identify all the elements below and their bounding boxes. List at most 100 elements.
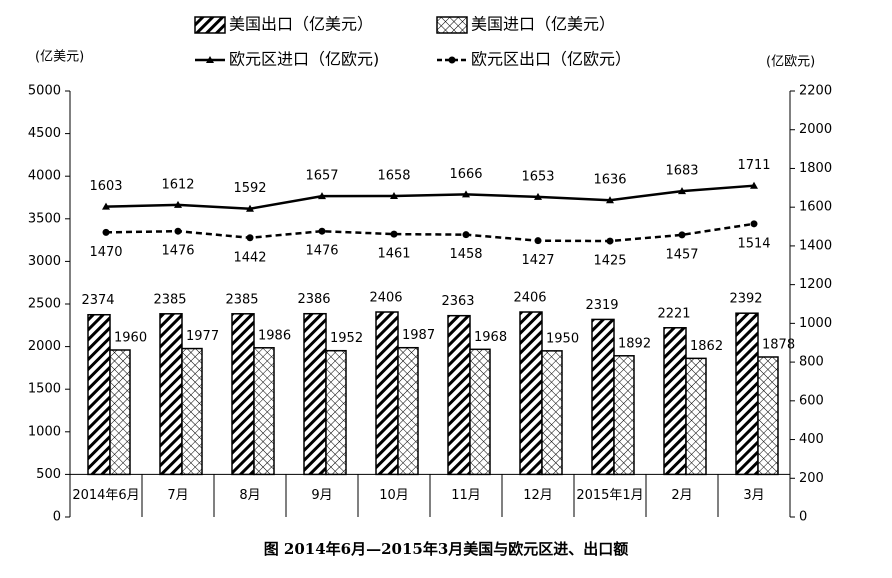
data-label: 1514 (737, 236, 770, 251)
y2-tick-label: 1600 (799, 200, 832, 215)
data-label: 1653 (521, 169, 554, 184)
marker (390, 230, 398, 238)
legend-label: 美国进口（亿美元） (471, 15, 615, 34)
data-label: 2374 (81, 293, 114, 308)
bar (253, 347, 275, 476)
y2-tick-label: 400 (799, 432, 824, 447)
marker (246, 234, 254, 242)
bar (303, 312, 327, 476)
data-label: 2319 (585, 298, 618, 313)
y2-tick-label: 2000 (799, 122, 832, 137)
data-label: 1683 (665, 164, 698, 179)
data-label: 1442 (233, 250, 266, 265)
data-label: 2392 (729, 292, 762, 307)
data-label: 1612 (161, 177, 194, 192)
bar (757, 356, 779, 476)
bar (447, 314, 471, 476)
data-label: 2221 (657, 306, 690, 321)
marker (534, 237, 542, 245)
data-label: 1476 (305, 244, 338, 259)
y-tick-label: 4500 (28, 126, 61, 141)
marker (462, 190, 470, 198)
bar (685, 357, 707, 476)
marker (318, 227, 326, 235)
data-label: 1892 (618, 336, 651, 351)
y2-tick-label: 1800 (799, 161, 832, 176)
data-label: 1427 (521, 253, 554, 268)
data-label: 1603 (89, 179, 122, 194)
data-label: 1461 (377, 247, 410, 262)
data-label: 1425 (593, 254, 626, 269)
data-label: 1862 (690, 339, 723, 354)
x-tick-label: 7月 (167, 488, 188, 503)
y-axis-title: (亿美元) (35, 50, 84, 65)
data-label: 1658 (377, 168, 410, 183)
legend-label: 美国出口（亿美元） (229, 15, 373, 34)
bar (181, 347, 203, 476)
x-tick-label: 2015年1月 (576, 488, 643, 503)
x-tick-label: 8月 (239, 488, 260, 503)
y2-tick-label: 1200 (799, 277, 832, 292)
data-label: 1470 (89, 245, 122, 260)
bar (591, 318, 615, 476)
x-tick-label: 10月 (379, 488, 409, 503)
x-tick-label: 2月 (671, 488, 692, 503)
marker (174, 227, 182, 235)
bar (541, 350, 563, 476)
legend-marker (448, 56, 456, 64)
data-label: 2406 (369, 291, 402, 306)
y2-tick-label: 800 (799, 355, 824, 370)
chart-caption: 图 2014年6月—2015年3月美国与欧元区进、出口额 (264, 540, 629, 558)
data-label: 1657 (305, 169, 338, 184)
marker (318, 192, 326, 200)
bar (231, 313, 255, 476)
y-tick-label: 1500 (28, 382, 61, 397)
x-tick-label: 2014年6月 (72, 488, 139, 503)
y-tick-label: 4000 (28, 169, 61, 184)
line (105, 222, 755, 243)
bar (397, 346, 419, 476)
data-label: 1592 (233, 181, 266, 196)
y2-tick-label: 200 (799, 471, 824, 486)
data-label: 1476 (161, 244, 194, 259)
x-tick-label: 11月 (451, 488, 481, 503)
bar (375, 311, 399, 476)
bar (469, 348, 491, 476)
y-tick-label: 3500 (28, 211, 61, 226)
y2-tick-label: 0 (799, 510, 807, 525)
marker (678, 187, 686, 195)
marker (102, 202, 110, 210)
x-tick-label: 12月 (523, 488, 553, 503)
data-label: 1950 (546, 331, 579, 346)
data-label: 1666 (449, 167, 482, 182)
y-tick-label: 3000 (28, 254, 61, 269)
data-label: 2363 (441, 294, 474, 309)
data-label: 1457 (665, 247, 698, 262)
x-tick-label: 3月 (743, 488, 764, 503)
y-tick-label: 2000 (28, 339, 61, 354)
y2-tick-label: 600 (799, 393, 824, 408)
legend-marker (206, 56, 214, 63)
bar (519, 311, 543, 476)
marker (174, 200, 182, 208)
marker (606, 237, 614, 245)
data-label: 1987 (402, 328, 435, 343)
bar (109, 349, 131, 476)
legend-label: 欧元区进口（亿欧元) (229, 50, 379, 69)
marker (750, 220, 758, 228)
data-label: 1952 (330, 331, 363, 346)
legend-swatch (436, 16, 468, 34)
legend-swatch (194, 16, 226, 34)
legend-label: 欧元区出口（亿欧元） (471, 50, 631, 69)
data-label: 2386 (297, 292, 330, 307)
marker (534, 192, 542, 200)
data-label: 1711 (737, 158, 770, 173)
y2-tick-label: 2200 (799, 84, 832, 99)
marker (462, 231, 470, 239)
data-label: 2406 (513, 291, 546, 306)
marker (390, 191, 398, 199)
data-label: 1960 (114, 331, 147, 346)
y-tick-label: 0 (53, 510, 61, 525)
data-label: 1458 (449, 247, 482, 262)
y-tick-label: 1000 (28, 424, 61, 439)
